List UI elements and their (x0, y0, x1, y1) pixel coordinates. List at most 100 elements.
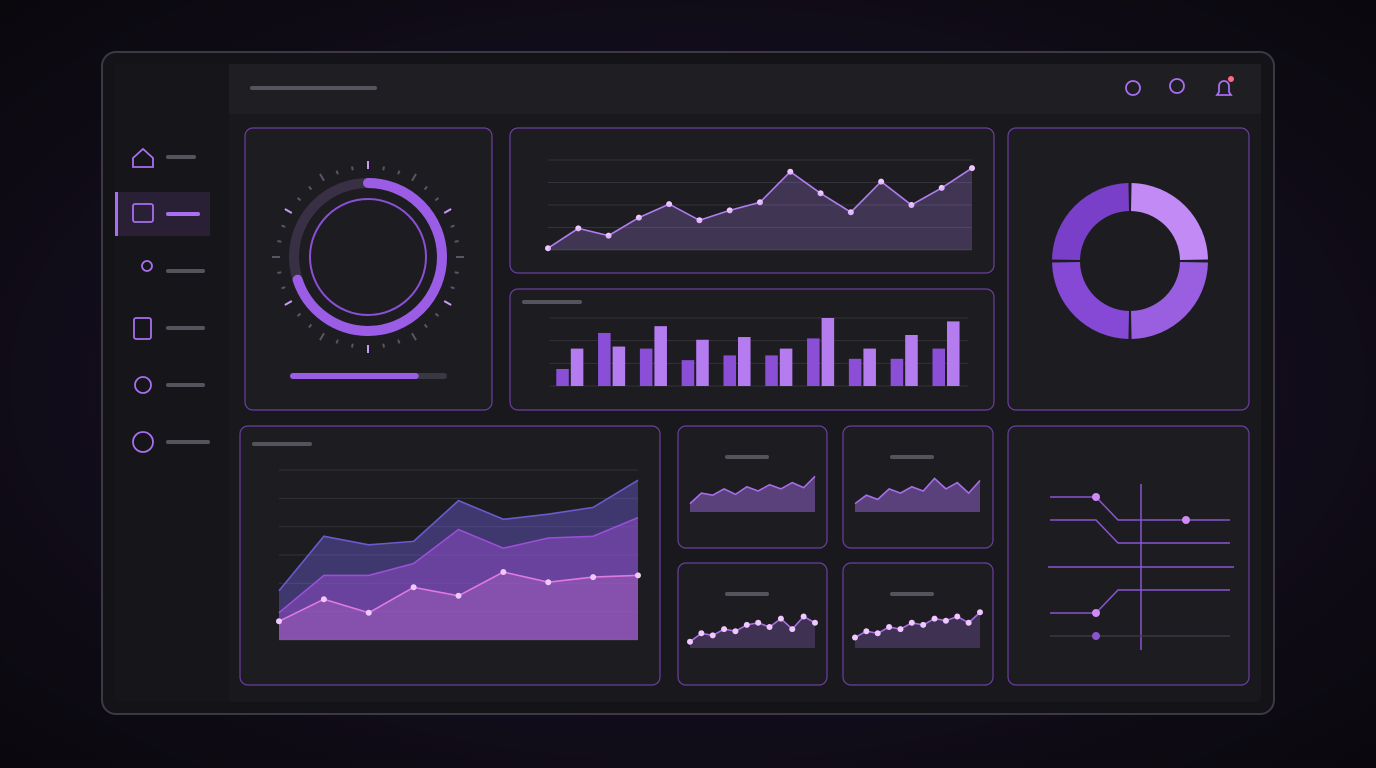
point (908, 619, 915, 626)
dial-tick (423, 323, 428, 329)
point (789, 626, 796, 633)
area (548, 168, 972, 250)
point (755, 619, 762, 626)
area (690, 616, 815, 648)
line-card (509, 127, 995, 274)
point (687, 638, 693, 645)
bar (738, 337, 751, 386)
point (575, 225, 582, 232)
bar (639, 348, 653, 386)
line (278, 516, 639, 614)
bar (598, 332, 611, 386)
donut-segment (1130, 183, 1208, 261)
key-icon[interactable] (141, 260, 153, 272)
sidebar-menu (115, 147, 210, 453)
dial-tick (382, 343, 385, 348)
settings-icon[interactable] (1125, 80, 1141, 96)
bar (681, 360, 695, 386)
gear-icon[interactable] (134, 376, 152, 394)
point (605, 232, 612, 239)
bell-icon[interactable] (1215, 80, 1233, 96)
top-icons (1125, 76, 1234, 96)
point (666, 201, 673, 208)
point (878, 178, 885, 185)
point (852, 634, 858, 641)
point (545, 579, 552, 586)
dial-tick (277, 271, 282, 274)
bar (556, 369, 569, 386)
clipboard-icon[interactable] (133, 317, 152, 340)
point (276, 618, 282, 625)
point (965, 619, 972, 626)
notification-dot (1228, 76, 1234, 82)
dial-tick (281, 286, 286, 290)
point (847, 209, 854, 216)
point (635, 214, 642, 221)
dial-tick (284, 300, 293, 306)
area (279, 480, 638, 640)
dial-tick (443, 300, 452, 306)
dial-tick (308, 185, 313, 191)
user-icon[interactable] (132, 431, 154, 453)
line (689, 475, 816, 505)
bar (890, 358, 904, 386)
point (908, 202, 915, 208)
bar (848, 358, 862, 386)
line (854, 477, 981, 505)
point (938, 184, 945, 191)
chart-icon[interactable] (132, 203, 154, 223)
cards (239, 127, 1250, 686)
dial-tick (454, 271, 459, 274)
point (874, 630, 881, 637)
dial-tick (450, 224, 455, 228)
point (886, 624, 893, 630)
point (777, 615, 784, 622)
spark-card (842, 425, 994, 549)
point (726, 207, 733, 214)
dial-tick (281, 224, 286, 228)
dial-tick (284, 208, 293, 214)
bar (765, 355, 778, 386)
bar (807, 338, 820, 386)
dial-tick (319, 332, 325, 341)
bar (863, 348, 876, 386)
dial-tick (411, 332, 417, 341)
dial-tick (319, 173, 325, 182)
point (455, 592, 462, 599)
dial-tick (351, 166, 354, 171)
dial-tick (351, 343, 354, 348)
bar (932, 348, 946, 386)
search-icon[interactable] (1169, 78, 1185, 94)
active-indicator (115, 192, 118, 236)
point (812, 619, 818, 626)
dial-tick (296, 197, 302, 202)
point (743, 621, 750, 628)
dial-tick (450, 286, 455, 290)
bar (612, 346, 626, 386)
point (590, 574, 597, 581)
progress-bar (290, 373, 419, 379)
gauge-arc (289, 178, 447, 336)
dial-tick (397, 170, 401, 175)
point (698, 630, 705, 637)
bar (654, 326, 667, 386)
dial-tick (423, 185, 428, 191)
dial-tick (335, 170, 339, 175)
area (855, 478, 980, 512)
home-icon[interactable] (132, 147, 154, 168)
point (732, 628, 739, 635)
dial-tick (454, 240, 459, 243)
dial-tick (335, 339, 339, 344)
dial-tick (382, 166, 385, 171)
area (279, 572, 638, 640)
point (410, 584, 417, 591)
point (920, 621, 927, 628)
point (365, 609, 372, 616)
point (320, 596, 327, 603)
donut-segment (1130, 261, 1208, 339)
spark-card (677, 425, 828, 549)
dial-tick (296, 312, 302, 317)
point (800, 613, 807, 620)
point (931, 615, 938, 622)
point (757, 199, 763, 206)
